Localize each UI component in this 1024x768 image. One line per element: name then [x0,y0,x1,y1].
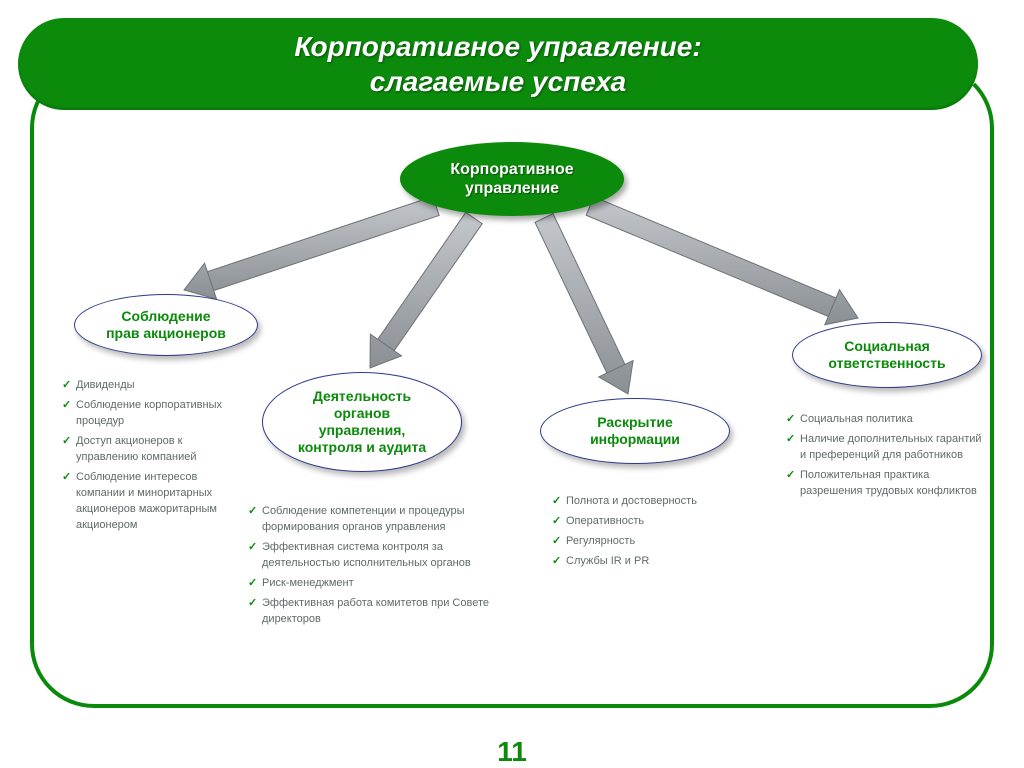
list-item: Доступ акционеров к управлению компанией [62,434,222,466]
child-label-1: Соблюдение прав акционеров [96,308,236,342]
child-label-4: Социальная ответственность [818,338,955,372]
page-number: 11 [0,736,1024,768]
list-item: Соблюдение интересов компании и минорита… [62,470,222,534]
list-item: Дивиденды [62,378,222,394]
bullets-2: Соблюдение компетенции и процедуры форми… [248,504,518,632]
list-item: Наличие дополнительных гарантий и префер… [786,432,986,464]
title-bar: Корпоративное управление: слагаемые успе… [18,18,978,110]
root-label: Корпоративное управление [450,160,573,198]
bullets-4-list: Социальная политика Наличие дополнительны… [786,412,986,500]
list-item: Оперативность [552,514,732,530]
list-item: Эффективная система контроля за деятельн… [248,540,518,572]
child-node-1: Соблюдение прав акционеров [74,294,258,356]
child-label-3: Раскрытие информации [580,414,690,448]
bullets-4: Социальная политика Наличие дополнительны… [786,412,986,504]
title-line-2: слагаемые успеха [370,64,626,99]
child-node-3: Раскрытие информации [540,398,730,464]
title-line-1: Корпоративное управление: [294,29,701,64]
bullets-2-list: Соблюдение компетенции и процедуры форми… [248,504,518,628]
bullets-3: Полнота и достоверность Оперативность Регу… [552,494,732,574]
bullets-1-list: Дивиденды Соблюдение корпоративных процед… [62,378,222,533]
list-item: Соблюдение корпоративных процедур [62,398,222,430]
child-label-2: Деятельность органов управления, контрол… [288,388,436,455]
child-node-2: Деятельность органов управления, контрол… [262,372,462,472]
list-item: Эффективная работа комитетов при Совете … [248,596,518,628]
list-item: Регулярность [552,534,732,550]
list-item: Положительная практика разрешения трудов… [786,468,986,500]
list-item: Службы IR и PR [552,554,732,570]
bullets-3-list: Полнота и достоверность Оперативность Регу… [552,494,732,570]
list-item: Риск-менеджмент [248,576,518,592]
child-node-4: Социальная ответственность [792,322,982,388]
root-node: Корпоративное управление [400,142,624,216]
list-item: Полнота и достоверность [552,494,732,510]
bullets-1: Дивиденды Соблюдение корпоративных процед… [62,378,222,537]
list-item: Социальная политика [786,412,986,428]
list-item: Соблюдение компетенции и процедуры форми… [248,504,518,536]
